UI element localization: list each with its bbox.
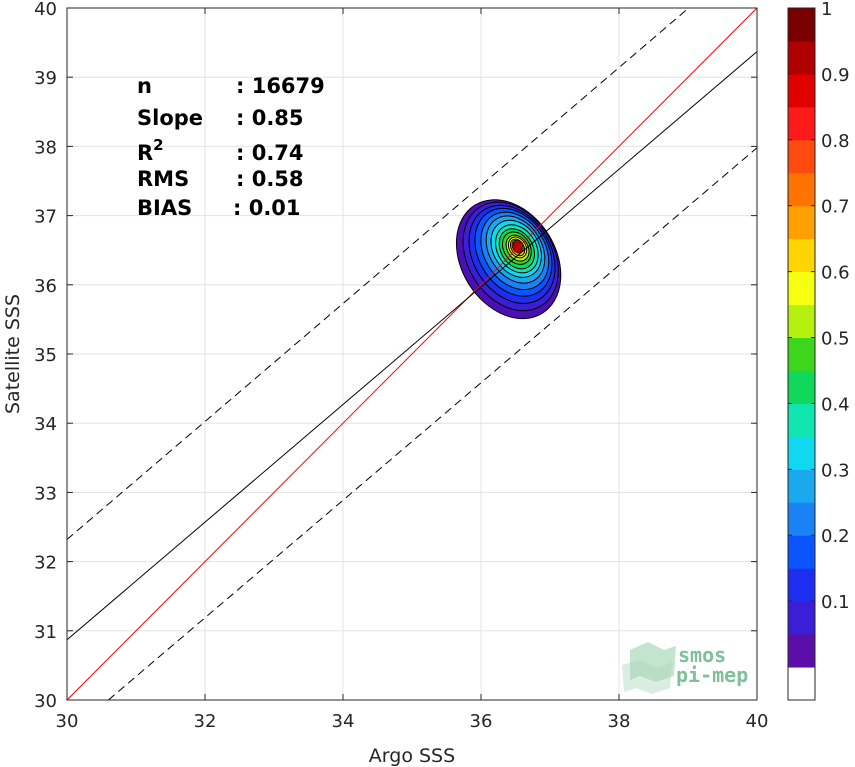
y-tick-label: 32 [34,553,57,574]
colorbar-segment [788,601,815,635]
colorbar-segment [788,667,815,701]
colorbar-segment [788,337,815,371]
colorbar-segment [788,73,815,108]
x-tick-label: 30 [56,711,79,732]
stat-value: : 0.74 [236,141,304,165]
colorbar-segment [788,436,815,470]
colorbar-segment [788,502,815,536]
x-tick-label: 32 [194,711,217,732]
x-tick-label: 34 [332,711,355,732]
colorbar-tick-label: 0.9 [821,65,850,86]
colorbar-segment [788,634,815,668]
colorbar-segment [788,469,815,503]
stats-box: n : 16679 Slope : 0.85 R2 : 0.74 RMS : 0.58 BIAS… [137,74,325,220]
stat-value: : 0.01 [233,196,301,220]
stat-label: n [137,74,152,98]
colorbar-segment [788,205,815,240]
colorbar-segment [788,8,815,42]
colorbar-segment [788,238,815,273]
colorbar-tick-label: 0.6 [821,263,850,284]
stat-superscript: 2 [153,136,163,154]
stat-value: : 16679 [236,74,325,98]
colorbar-segment [788,172,815,207]
colorbar-segment [788,139,815,174]
colorbar-tick-label: 0.2 [821,526,850,547]
y-tick-label: 31 [34,622,57,643]
colorbar-tick-label: 0.3 [821,460,850,481]
stat-value: : 0.58 [236,167,304,191]
upper-bound-line [66,7,690,540]
colorbar-segment [788,403,815,437]
colorbar-segment [788,304,815,339]
colorbar-tick-label: 0.5 [821,329,850,350]
colorbar: 0.1 0.2 0.3 0.4 0.5 0.6 0.7 0.8 0.9 1 [787,0,850,701]
y-tick-label: 30 [34,691,57,712]
colorbar-tick-label: 0.1 [821,592,850,613]
colorbar-tick-label: 0.8 [821,131,850,152]
stat-value: : 0.85 [236,106,304,130]
colorbar-segment [788,271,815,306]
y-tick-label: 36 [34,276,57,297]
stat-label: BIAS [137,196,192,220]
logo-layer-icon [630,642,676,682]
y-tick-label: 39 [34,68,57,89]
y-tick-label: 35 [34,345,57,366]
stat-label: RMS [137,167,189,191]
colorbar-segment [788,370,815,404]
y-axis-label: Satellite SSS [2,294,24,414]
y-tick-label: 40 [34,0,57,20]
x-axis-label: Argo SSS [369,745,455,767]
x-axis-ticks: 30 32 34 36 38 40 [56,8,769,732]
y-tick-label: 34 [34,414,57,435]
colorbar-segment [788,568,815,602]
y-tick-label: 38 [34,137,57,158]
y-axis-ticks: 30 31 32 33 34 35 36 37 38 39 40 [34,0,757,712]
x-tick-label: 40 [746,711,769,732]
y-tick-label: 37 [34,207,57,228]
x-tick-label: 38 [608,711,631,732]
identity-line [66,7,758,701]
stat-label: R2 [137,136,164,165]
colorbar-segment [788,535,815,569]
y-tick-label: 33 [34,483,57,504]
stat-label: Slope [137,106,203,130]
lower-bound-line [108,147,758,701]
density-contours [455,199,562,320]
colorbar-tick-label: 1 [821,0,832,20]
reference-lines [66,7,758,701]
colorbar-tick-label: 0.7 [821,197,850,218]
x-tick-label: 36 [470,711,493,732]
colorbar-tick-label: 0.4 [821,394,850,415]
logo-text-line2: pi-mep [676,663,748,687]
logo-text-line1: smos [678,643,726,667]
regression-line [66,51,758,641]
colorbar-segment [788,40,815,75]
colorbar-frame [787,7,816,701]
colorbar-segment [788,106,815,141]
smos-pimep-logo: smos pi-mep [622,642,748,694]
